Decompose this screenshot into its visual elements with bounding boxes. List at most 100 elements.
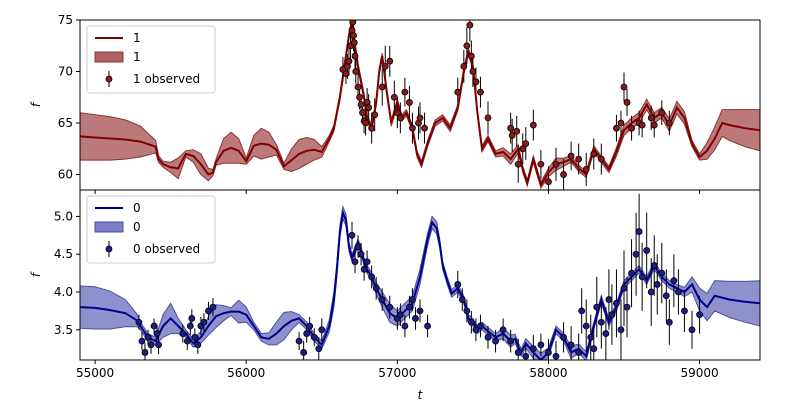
observed-point <box>396 114 404 122</box>
observed-point <box>681 307 688 315</box>
observed-point <box>350 39 358 47</box>
observed-point <box>200 318 208 326</box>
observed-point <box>463 42 471 50</box>
observed-point <box>401 88 409 96</box>
y-tick-label: 75 <box>58 13 73 27</box>
observed-point <box>393 109 401 117</box>
observed-point <box>613 124 620 132</box>
observed-point <box>155 341 162 349</box>
observed-point <box>545 178 552 186</box>
observed-point <box>147 341 155 349</box>
observed-point <box>499 326 507 334</box>
y-tick-label: 65 <box>58 116 73 130</box>
observed-point <box>345 57 353 65</box>
shared-x-axis: t <box>418 388 424 400</box>
observed-point <box>209 303 217 311</box>
legend-band-swatch <box>94 221 124 233</box>
observed-point <box>590 150 598 158</box>
observed-point <box>454 88 462 96</box>
legend-point-swatch <box>105 245 113 253</box>
observed-point <box>466 21 474 29</box>
observed-point <box>150 322 158 330</box>
observed-point <box>623 99 631 106</box>
observed-point <box>424 322 431 330</box>
observed-point <box>605 296 613 303</box>
observed-point <box>409 124 416 132</box>
observed-point <box>372 284 380 292</box>
observed-point <box>602 330 610 337</box>
observed-point <box>396 311 404 319</box>
observed-point <box>593 303 601 311</box>
observed-point <box>378 83 386 91</box>
observed-point <box>552 160 560 168</box>
observed-point <box>363 258 371 266</box>
observed-point <box>514 349 522 356</box>
observed-point <box>371 111 379 119</box>
observed-point <box>300 349 308 356</box>
observed-point <box>354 83 362 91</box>
observed-point <box>386 57 394 65</box>
observed-point <box>519 145 527 153</box>
observed-point <box>617 326 625 334</box>
observed-point <box>658 269 666 277</box>
observed-point <box>647 288 655 296</box>
observed-point <box>537 160 545 168</box>
observed-point <box>643 247 651 254</box>
observed-point <box>665 119 673 127</box>
plot-area-bottom <box>80 193 760 360</box>
observed-point <box>315 345 323 353</box>
observed-point <box>477 88 484 96</box>
observed-point <box>463 307 471 315</box>
x-ticks-bottom: 55000 56000 57000 58000 59000 <box>76 360 719 380</box>
x-tick-label: 56000 <box>227 366 265 380</box>
observed-point <box>360 265 368 273</box>
observed-point <box>560 171 567 178</box>
observed-point <box>492 337 499 345</box>
observed-point <box>620 83 628 91</box>
observed-point <box>537 341 545 349</box>
y-tick-label: 5.0 <box>54 209 73 223</box>
observed-point <box>508 131 516 139</box>
legend-box <box>86 25 216 94</box>
observed-point <box>688 326 696 334</box>
y-tick-label: 4.5 <box>54 247 73 261</box>
observed-point <box>412 315 419 322</box>
y-axis-top: 60 65 70 75 f <box>29 13 80 182</box>
y-axis-label-top: f <box>29 101 43 107</box>
plot-area-top <box>80 20 760 190</box>
observed-point <box>416 307 424 315</box>
observed-point <box>144 333 152 341</box>
observed-point <box>310 333 318 341</box>
observed-point <box>582 322 590 330</box>
observed-point <box>522 140 530 148</box>
legend-box <box>86 195 216 264</box>
observed-point <box>191 333 199 341</box>
observed-point <box>318 326 326 334</box>
y-tick-label: 4.0 <box>54 285 73 299</box>
observed-point <box>378 296 386 303</box>
observed-point <box>348 231 356 239</box>
observed-point <box>401 322 409 330</box>
observed-point <box>406 99 413 106</box>
observed-point <box>653 281 661 288</box>
axes-frame-bottom <box>79 189 761 361</box>
observed-point <box>545 349 552 356</box>
observed-point <box>421 124 428 132</box>
observed-point <box>362 119 370 127</box>
observed-point <box>529 345 537 353</box>
observed-point <box>406 303 413 311</box>
observed-point <box>617 119 625 127</box>
observed-point <box>675 288 682 296</box>
observed-point <box>205 307 212 315</box>
y-tick-label: 70 <box>58 65 73 79</box>
x-axis-label: t <box>418 388 424 400</box>
observed-point <box>368 273 376 281</box>
observed-point <box>409 296 416 303</box>
mean-line-top <box>80 21 760 188</box>
observed-point <box>351 52 359 60</box>
y-tick-label: 3.5 <box>54 323 73 337</box>
x-ticks-top <box>94 190 701 194</box>
observed-point <box>628 124 635 132</box>
